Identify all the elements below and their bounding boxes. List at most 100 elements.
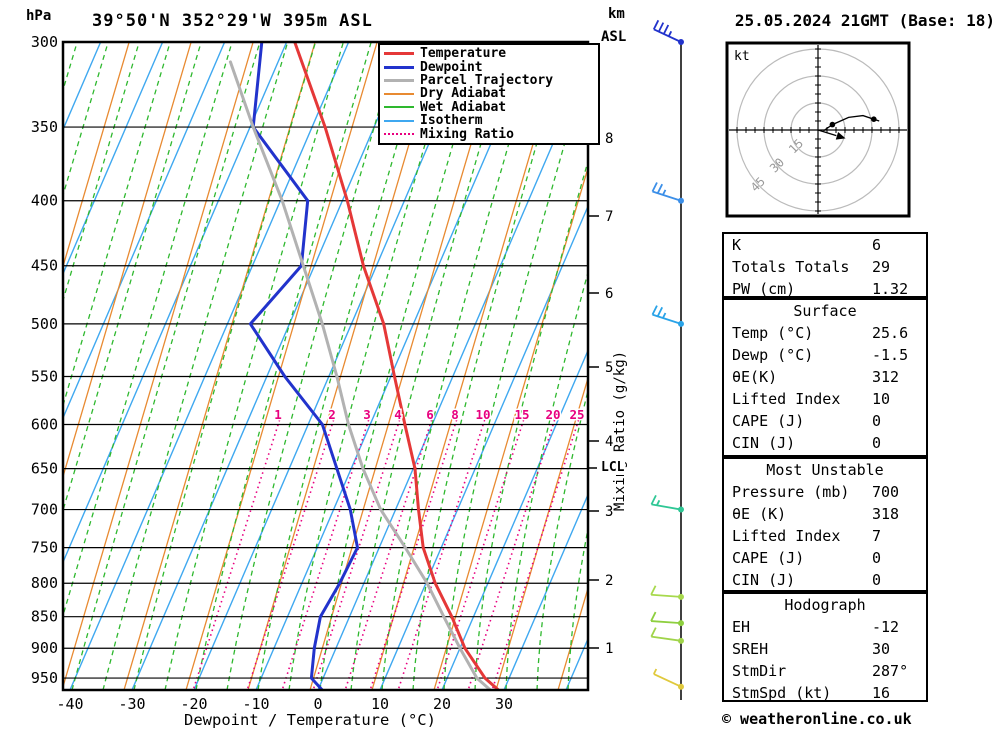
isotherm-line <box>317 60 588 690</box>
hodograph-unit-label: kt <box>734 49 750 64</box>
stat-label: PW (cm) <box>732 280 796 298</box>
panel-row: θE (K) 318 <box>724 503 926 525</box>
legend-item: Dewpoint <box>384 60 594 74</box>
km-tick-label: 3 <box>605 504 613 520</box>
pressure-tick-label: 300 <box>31 33 58 51</box>
stat-value: 7 <box>872 527 882 545</box>
panel-row: Temp (°C) 25.6 <box>724 322 926 344</box>
stat-label: SREH <box>732 640 769 658</box>
legend-color-chip <box>384 65 414 69</box>
isotherm-line <box>69 42 350 690</box>
isotherm-line <box>63 42 226 420</box>
wet-adiabat-line <box>63 42 109 198</box>
panel-indices: K 6 Totals Totals 29 PW (cm) 1.32 <box>722 232 928 298</box>
stat-label: CIN (J) <box>732 434 796 452</box>
storm-motion-arrowhead <box>835 131 846 140</box>
isotherm-line <box>63 42 164 276</box>
wet-adiabat-line <box>257 42 428 690</box>
stat-value: -1.5 <box>872 346 909 364</box>
temp-tick-label: 20 <box>433 695 451 713</box>
dewpoint-curve <box>248 42 359 690</box>
wet-adiabat-line <box>381 42 539 690</box>
temp-tick-label: 30 <box>495 695 513 713</box>
stat-label: CAPE (J) <box>732 549 805 567</box>
wind-barb <box>651 305 684 327</box>
copyright: © weatheronline.co.uk <box>722 710 912 728</box>
wet-adiabat-line <box>536 388 588 690</box>
wet-adiabat-line <box>226 42 400 690</box>
mixing-ratio-line <box>192 419 281 690</box>
stat-label: K <box>732 236 742 254</box>
wet-adiabat-line <box>63 42 233 618</box>
wet-adiabat-line <box>350 42 511 690</box>
panel-row: CAPE (J) 0 <box>724 547 926 569</box>
stat-value: 1.32 <box>872 280 909 298</box>
stat-value: 0 <box>872 434 882 452</box>
stat-label: Temp (°C) <box>732 324 814 342</box>
panel-hodograph-stats: Hodograph EH -12 SREH 30 StmDir 287° StmSpd (kt… <box>722 592 928 702</box>
km-tick-label: 6 <box>605 286 613 302</box>
stat-value: 25.6 <box>872 324 909 342</box>
legend-item: Dry Adiabat <box>384 87 594 100</box>
panel-title: Surface <box>793 302 857 320</box>
stat-label: Totals Totals <box>732 258 850 276</box>
stat-label: Lifted Index <box>732 527 841 545</box>
page-title: 39°50'N 352°29'W 395m ASL <box>92 11 373 31</box>
legend-color-chip <box>384 92 414 95</box>
wet-adiabat-line <box>567 525 588 690</box>
panel-row: PW (cm) 1.32 <box>724 278 926 300</box>
mixing-ratio-line <box>344 419 433 690</box>
pressure-tick-label: 700 <box>31 501 58 519</box>
wind-barb <box>650 627 684 644</box>
mixing-ratio-line <box>369 419 458 690</box>
wet-adiabat-line <box>63 42 171 408</box>
mixing-ratio-line <box>397 419 486 690</box>
isotherm-line <box>63 42 288 564</box>
pressure-tick-label: 550 <box>31 367 58 385</box>
panel-row: CIN (J) 0 <box>724 569 926 591</box>
stat-value: 29 <box>872 258 891 276</box>
panel-title: Most Unstable <box>766 461 884 479</box>
plot-frame <box>61 40 590 692</box>
stat-value: 0 <box>872 549 882 567</box>
run-datetime: 25.05.2024 21GMT (Base: 18) <box>734 11 995 30</box>
stat-value: 10 <box>872 390 891 408</box>
stat-value: 700 <box>872 483 900 501</box>
lcl-marker-label: LCL <box>600 460 626 475</box>
legend-color-chip <box>384 119 414 122</box>
legend-item: Isotherm <box>384 114 594 127</box>
temp-tick-label: 0 <box>313 695 322 713</box>
mixing-ratio-axis-title: Mixing Ratio (g/kg) <box>612 350 628 512</box>
pressure-unit-label: hPa <box>26 8 52 24</box>
plot-area: 1 2 3 4 6 8 10 15 20 25 <box>0 42 588 690</box>
stat-label: θE(K) <box>732 368 778 386</box>
panel-title: Hodograph <box>784 596 866 614</box>
panel-row: CAPE (J) 0 <box>724 410 926 432</box>
km-tick-label: 5 <box>605 360 613 376</box>
stat-label: Dewp (°C) <box>732 346 814 364</box>
stat-value: 16 <box>872 684 891 702</box>
panel-most-unstable: Most Unstable Pressure (mb) 700 θE (K) 318 Li… <box>722 457 928 592</box>
panel-row: Lifted Index 7 <box>724 525 926 547</box>
legend-color-chip <box>384 52 414 56</box>
temp-tick-label: -40 <box>56 695 83 713</box>
wind-barb <box>650 611 684 627</box>
pressure-tick-label: 650 <box>31 460 58 478</box>
mixing-ratio-value-label: 10 <box>475 407 490 422</box>
km-tick-label: 4 <box>605 434 613 450</box>
isotherm-line <box>255 42 536 690</box>
wet-adiabat-line <box>0 42 46 690</box>
stat-value: 0 <box>872 571 882 589</box>
pressure-tick-label: 850 <box>31 608 58 626</box>
dry-adiabat-line <box>185 42 378 690</box>
wet-adiabat-line <box>71 42 261 690</box>
wet-adiabat-line <box>102 42 289 690</box>
legend-item-label: Mixing Ratio <box>420 126 514 142</box>
legend-item-label: Dry Adiabat <box>420 86 507 102</box>
legend-item: Mixing Ratio <box>384 126 594 142</box>
panel-row: EH -12 <box>724 616 926 638</box>
km-tick-label: 1 <box>605 641 613 657</box>
wind-barb <box>653 668 684 690</box>
panel-row: StmDir 287° <box>724 660 926 682</box>
